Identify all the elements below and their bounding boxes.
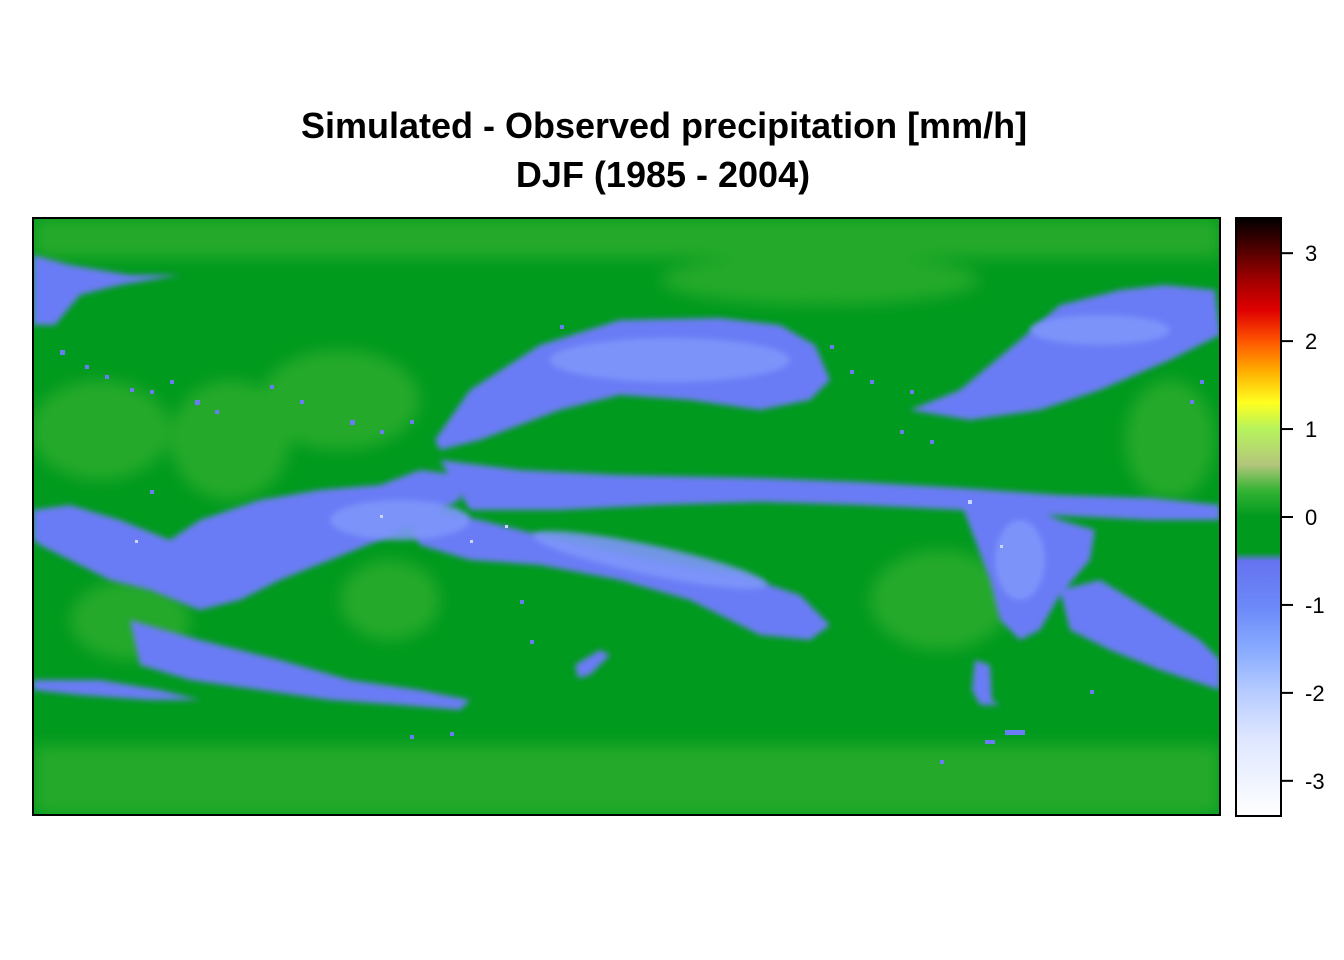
colorbar-ticks: 3 2 1 0 -1 -2 -3 bbox=[1281, 241, 1325, 794]
colorbar-tick-label: -3 bbox=[1305, 769, 1325, 794]
map-field bbox=[33, 218, 1220, 815]
positive-anomaly-areas bbox=[33, 218, 1220, 815]
plot-frame bbox=[32, 217, 1221, 816]
strong-negative-cores bbox=[330, 315, 1170, 600]
scattered-anomaly-pixels bbox=[60, 325, 1204, 764]
colorbar-gradient bbox=[1236, 218, 1281, 816]
chart-subtitle: DJF (1985 - 2004) bbox=[515, 154, 811, 195]
colorbar-tick-label: 2 bbox=[1305, 329, 1317, 354]
colorbar-tick-label: -1 bbox=[1305, 593, 1325, 618]
colorbar-tick-label: 1 bbox=[1305, 417, 1317, 442]
colorbar: 3 2 1 0 -1 -2 -3 bbox=[1235, 217, 1325, 817]
extreme-anomaly-pixels bbox=[135, 500, 1003, 548]
colorbar-tick-label: -2 bbox=[1305, 681, 1325, 706]
colorbar-tick-label: 3 bbox=[1305, 241, 1317, 266]
colorbar-tick-label: 0 bbox=[1305, 505, 1317, 530]
chart-title: Simulated - Observed precipitation [mm/h… bbox=[300, 105, 1028, 146]
